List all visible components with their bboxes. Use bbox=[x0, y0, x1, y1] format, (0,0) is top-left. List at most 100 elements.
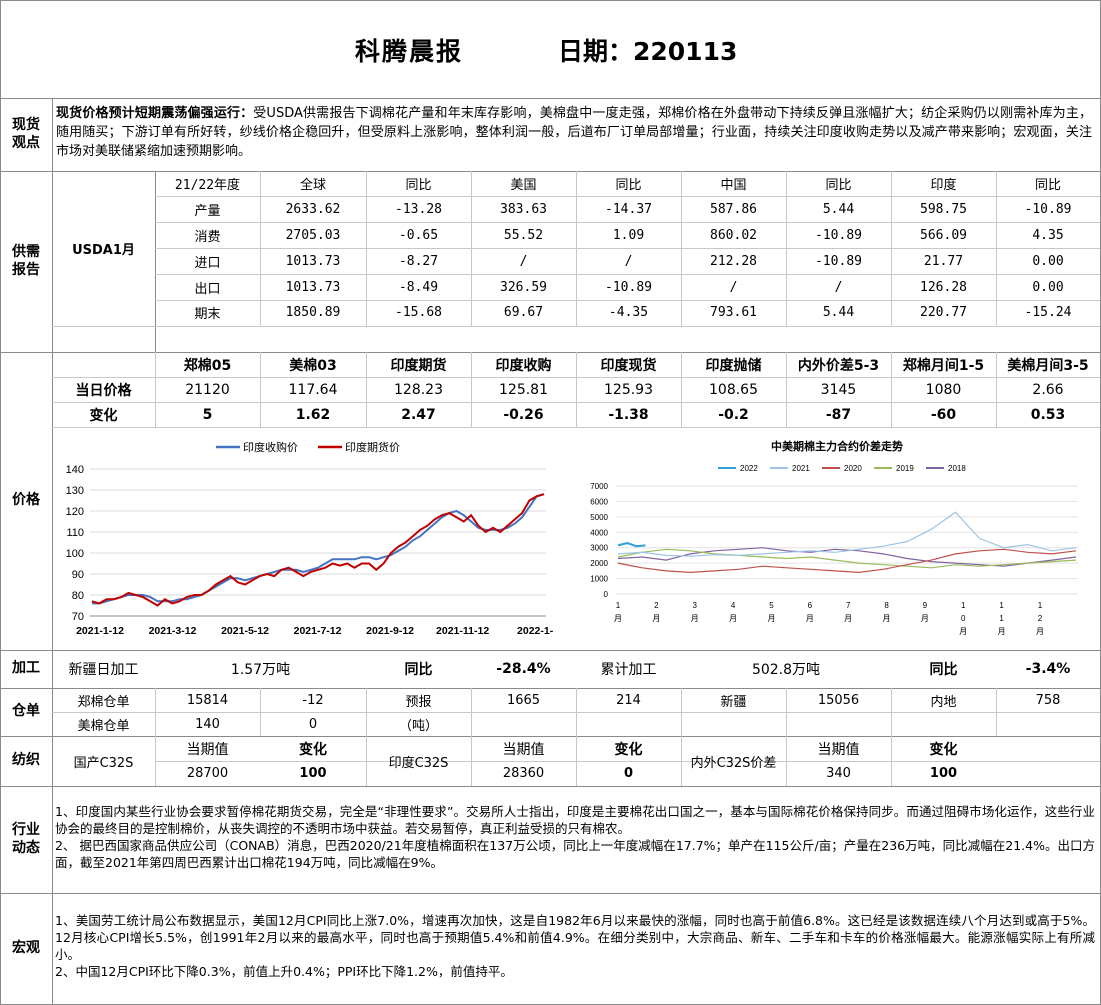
domestic-change-value: 100 bbox=[299, 766, 327, 781]
industry-item-1: 1、印度国内某些行业协会要求暂停棉花期货交易，完全是“非理性要求”。交易所人士指… bbox=[55, 804, 1095, 836]
section-label-industry: 行业动态 bbox=[12, 822, 40, 856]
x-tick-label: 2021-5-12 bbox=[221, 625, 269, 637]
price-change-cell: -87 bbox=[825, 406, 852, 423]
price-header-cell: 美棉03 bbox=[289, 357, 337, 374]
usda-header-cell: 中国 bbox=[720, 178, 747, 194]
us-receipt-change: 0 bbox=[308, 716, 318, 732]
y-tick-label: 5000 bbox=[590, 513, 608, 522]
usda-cell: 383.63 bbox=[500, 202, 547, 218]
section-label-spot: 现货观点 bbox=[12, 117, 40, 151]
india-c32s-label: 印度C32S bbox=[388, 755, 449, 771]
y-tick-label: 0 bbox=[604, 590, 609, 599]
usda-cell: 126.28 bbox=[920, 279, 967, 295]
unit-label: （吨） bbox=[398, 718, 438, 734]
usda-header-cell: 美国 bbox=[510, 178, 537, 194]
zz-receipt-value: 15814 bbox=[186, 692, 229, 708]
forecast-change: 214 bbox=[616, 692, 641, 708]
usda-cell: 消费 bbox=[194, 229, 221, 245]
x-tick-label: 2021-11-12 bbox=[436, 625, 489, 637]
india-current-label: 当期值 bbox=[502, 741, 545, 758]
y-tick-label: 90 bbox=[72, 569, 84, 581]
usda-cell: 2705.03 bbox=[285, 227, 341, 243]
usda-cell: 5.44 bbox=[822, 202, 855, 218]
usda-cell: 1013.73 bbox=[285, 279, 341, 295]
price-change-cell: 5 bbox=[202, 406, 213, 423]
zz-receipt-change: -12 bbox=[302, 692, 324, 708]
usda-cell: -10.89 bbox=[815, 227, 862, 243]
legend-label: 2020 bbox=[844, 464, 862, 473]
india-change-label: 变化 bbox=[614, 741, 643, 758]
us-receipt-value: 140 bbox=[195, 716, 220, 732]
y-tick-label: 3000 bbox=[590, 544, 608, 553]
xj-daily-yoy-label: 同比 bbox=[404, 662, 433, 678]
usda-cell: 2633.62 bbox=[285, 202, 341, 218]
usda-cell: 326.59 bbox=[500, 279, 547, 295]
series-2022 bbox=[617, 542, 646, 548]
usda-cell: -13.28 bbox=[395, 202, 442, 218]
domestic-change-label: 变化 bbox=[299, 741, 327, 758]
y-tick-label: 70 bbox=[72, 611, 84, 623]
legend-india-purchase: 印度收购价 bbox=[243, 440, 298, 454]
inland-label: 内地 bbox=[930, 694, 957, 710]
y-tick-label: 2000 bbox=[590, 559, 608, 568]
usda-cell: -14.37 bbox=[605, 202, 652, 218]
cumulative-yoy-label: 同比 bbox=[929, 662, 958, 678]
report-date: 日期：220113 bbox=[558, 37, 738, 66]
zz-receipt-label: 郑棉仓单 bbox=[77, 694, 130, 710]
price-value-cell: 3145 bbox=[820, 381, 857, 398]
section-label-macro: 宏观 bbox=[12, 939, 40, 956]
usda-header-cell: 全球 bbox=[299, 178, 326, 194]
spot-view-text: 现货价格预计短期震荡偏强运行：受USDA供需报告下调棉花产量和年末库存影响，美棉… bbox=[56, 104, 1092, 161]
usda-cell: 5.44 bbox=[822, 305, 855, 321]
y-tick-label: 1000 bbox=[590, 575, 608, 584]
usda-cell: 期末 bbox=[194, 307, 221, 323]
y-tick-label: 120 bbox=[66, 506, 84, 518]
price-value-cell: 125.81 bbox=[499, 381, 548, 398]
usda-cell: -10.89 bbox=[605, 279, 652, 295]
usda-cell: / bbox=[519, 253, 528, 269]
price-change-cell: -0.2 bbox=[718, 406, 749, 423]
series-2018 bbox=[617, 547, 1077, 567]
price-row-label-change: 变化 bbox=[89, 407, 118, 424]
usda-header-cell: 同比 bbox=[825, 178, 852, 194]
price-header-cell: 印度期货 bbox=[390, 357, 447, 374]
y-tick-label: 130 bbox=[66, 485, 84, 497]
series-2019 bbox=[617, 548, 1077, 569]
forecast-value: 1665 bbox=[506, 692, 541, 708]
x-tick-label: 2021-1-12 bbox=[76, 625, 124, 637]
y-tick-label: 100 bbox=[66, 548, 84, 560]
price-change-cell: 1.62 bbox=[295, 406, 331, 423]
y-tick-label: 6000 bbox=[590, 497, 608, 506]
usda-cell: -15.68 bbox=[395, 305, 442, 321]
legend-label: 2018 bbox=[948, 464, 966, 473]
usda-cell: -8.49 bbox=[398, 279, 439, 295]
price-change-cell: -60 bbox=[930, 406, 957, 423]
usda-cell: 1850.89 bbox=[285, 305, 341, 321]
india-price-chart: 印度收购价 印度期货价 140 130 120 110 100 90 80 70 2021-1-… bbox=[66, 440, 554, 637]
usda-cell: 0.00 bbox=[1032, 279, 1064, 295]
section-label-supply: 供需报告 bbox=[12, 244, 40, 278]
price-change-cell: 0.53 bbox=[1030, 406, 1066, 423]
usda-cell: 860.02 bbox=[710, 227, 757, 243]
usda-cell: 出口 bbox=[194, 281, 221, 297]
usda-cell: 69.67 bbox=[503, 305, 544, 321]
price-value-cell: 125.93 bbox=[604, 381, 653, 398]
usda-cell: -10.89 bbox=[1024, 202, 1072, 218]
usda-cell: 55.52 bbox=[503, 227, 544, 243]
spread-current-value: 340 bbox=[826, 766, 851, 781]
usda-cell: -10.89 bbox=[815, 253, 862, 269]
usda-cell: 587.86 bbox=[710, 202, 757, 218]
usda-header-cell: 同比 bbox=[615, 178, 642, 194]
usda-cell: 212.28 bbox=[710, 253, 757, 269]
usda-header-cell: 21/22年度 bbox=[174, 178, 241, 194]
